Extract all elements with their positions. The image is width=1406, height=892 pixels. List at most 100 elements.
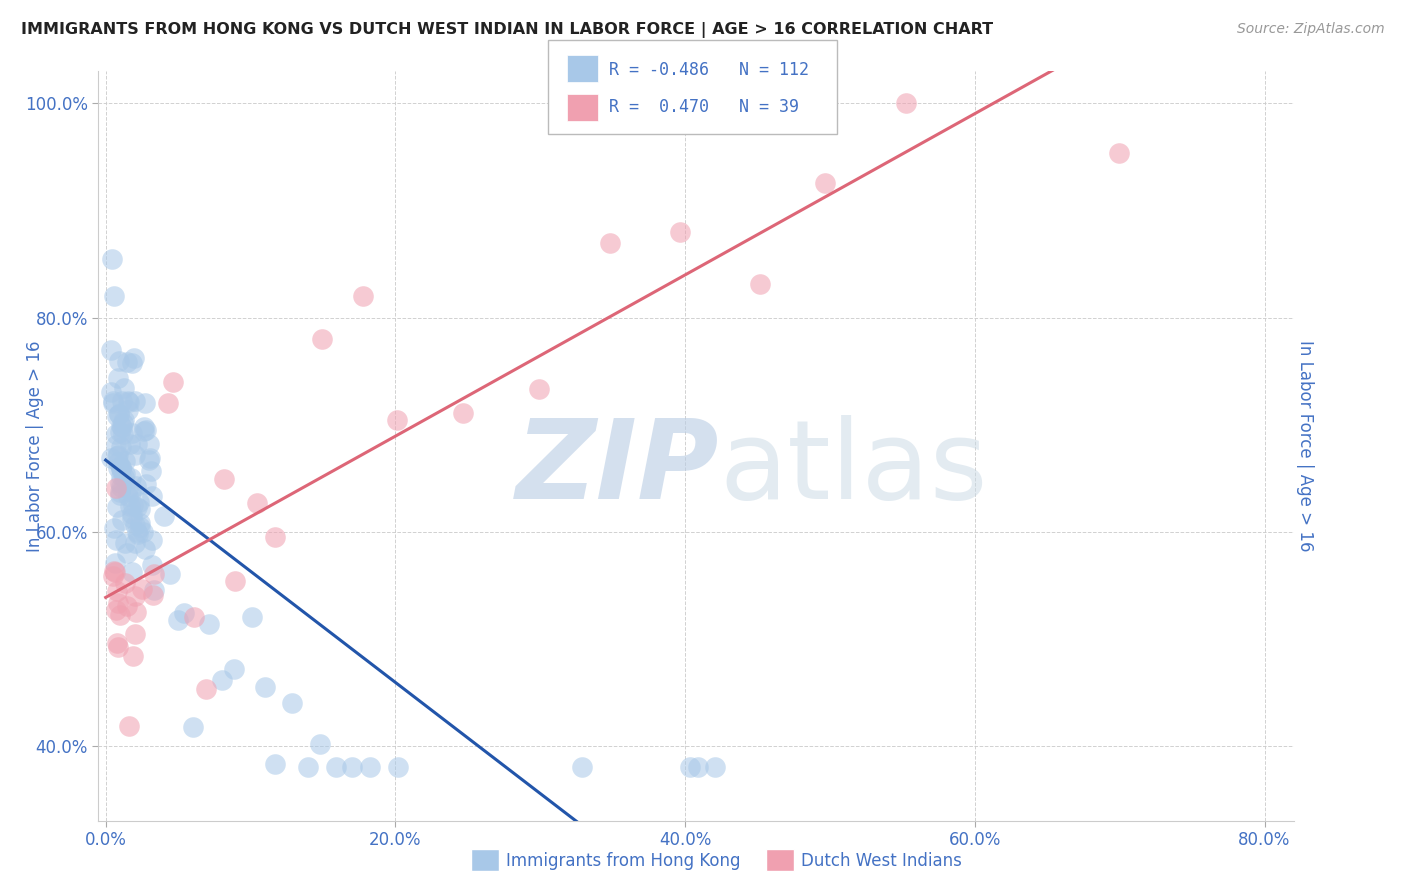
Point	[108, 425, 131, 440]
Point	[127, 527, 149, 541]
Point	[112, 413, 135, 427]
Point	[124, 536, 146, 550]
Point	[195, 682, 218, 697]
Point	[125, 605, 148, 619]
Point	[686, 760, 709, 774]
Text: atlas: atlas	[720, 415, 988, 522]
Point	[131, 582, 153, 596]
Point	[107, 460, 129, 475]
Point	[129, 516, 152, 530]
Point	[121, 649, 143, 664]
Point	[121, 425, 143, 440]
Point	[135, 477, 157, 491]
Point	[141, 533, 163, 548]
Point	[105, 427, 128, 442]
Point	[117, 403, 139, 417]
Point	[162, 375, 184, 389]
Point	[107, 448, 129, 462]
Point	[132, 424, 155, 438]
Point	[340, 760, 363, 774]
Point	[127, 524, 149, 539]
Point	[110, 394, 132, 409]
Point	[181, 720, 204, 734]
Point	[108, 407, 131, 421]
Point	[121, 565, 143, 579]
Point	[101, 252, 124, 266]
Point	[157, 396, 180, 410]
Point	[153, 509, 176, 524]
Point	[129, 502, 152, 516]
Point	[166, 613, 188, 627]
Point	[142, 567, 165, 582]
Point	[134, 396, 156, 410]
Point	[128, 495, 150, 509]
Point	[121, 356, 143, 370]
Point	[108, 488, 131, 502]
Point	[240, 610, 263, 624]
Point	[115, 599, 138, 613]
Point	[143, 583, 166, 598]
Point	[131, 524, 153, 539]
Text: ZIP: ZIP	[516, 415, 720, 522]
Point	[173, 607, 195, 621]
Point	[112, 470, 135, 484]
Point	[124, 626, 146, 640]
Point	[110, 459, 132, 474]
Point	[138, 453, 160, 467]
Point	[704, 760, 727, 774]
Point	[141, 489, 163, 503]
Text: In Labor Force | Age > 16: In Labor Force | Age > 16	[27, 340, 44, 552]
Point	[117, 489, 139, 503]
Point	[107, 407, 129, 421]
Point	[110, 468, 132, 483]
Point	[214, 472, 236, 486]
Point	[104, 556, 127, 570]
Point	[571, 760, 593, 774]
Point	[159, 567, 181, 582]
Point	[108, 484, 131, 499]
Point	[387, 760, 409, 774]
Point	[124, 394, 146, 409]
Point	[100, 450, 122, 465]
Text: Source: ZipAtlas.com: Source: ZipAtlas.com	[1237, 22, 1385, 37]
Point	[254, 680, 277, 694]
Point	[122, 351, 145, 365]
Point	[281, 696, 304, 710]
Point	[107, 371, 129, 385]
Point	[245, 495, 267, 509]
Text: IMMIGRANTS FROM HONG KONG VS DUTCH WEST INDIAN IN LABOR FORCE | AGE > 16 CORRELA: IMMIGRANTS FROM HONG KONG VS DUTCH WEST …	[21, 22, 993, 38]
Point	[110, 462, 132, 476]
Point	[103, 521, 125, 535]
Point	[668, 225, 690, 239]
Point	[138, 437, 160, 451]
Point	[105, 500, 128, 514]
Point	[124, 479, 146, 493]
Point	[110, 480, 132, 494]
Point	[107, 455, 129, 469]
Point	[134, 541, 156, 556]
Point	[108, 476, 131, 491]
Point	[124, 589, 146, 603]
Point	[117, 354, 139, 368]
Y-axis label: In Labor Force | Age > 16: In Labor Force | Age > 16	[1296, 340, 1315, 552]
Point	[125, 500, 148, 514]
Point	[120, 484, 142, 499]
Point	[894, 96, 917, 111]
Point	[118, 719, 141, 733]
Point	[224, 574, 246, 588]
Point	[100, 343, 122, 357]
Point	[103, 564, 125, 578]
Point	[110, 418, 132, 433]
Point	[352, 289, 374, 303]
Point	[100, 385, 122, 400]
Text: R = -0.486   N = 112: R = -0.486 N = 112	[609, 61, 808, 79]
Point	[124, 448, 146, 462]
Point	[111, 513, 134, 527]
Point	[297, 760, 319, 774]
Point	[183, 610, 205, 624]
Point	[111, 426, 134, 441]
Point	[599, 235, 621, 250]
Point	[107, 640, 129, 655]
Point	[105, 603, 128, 617]
Point	[124, 517, 146, 532]
